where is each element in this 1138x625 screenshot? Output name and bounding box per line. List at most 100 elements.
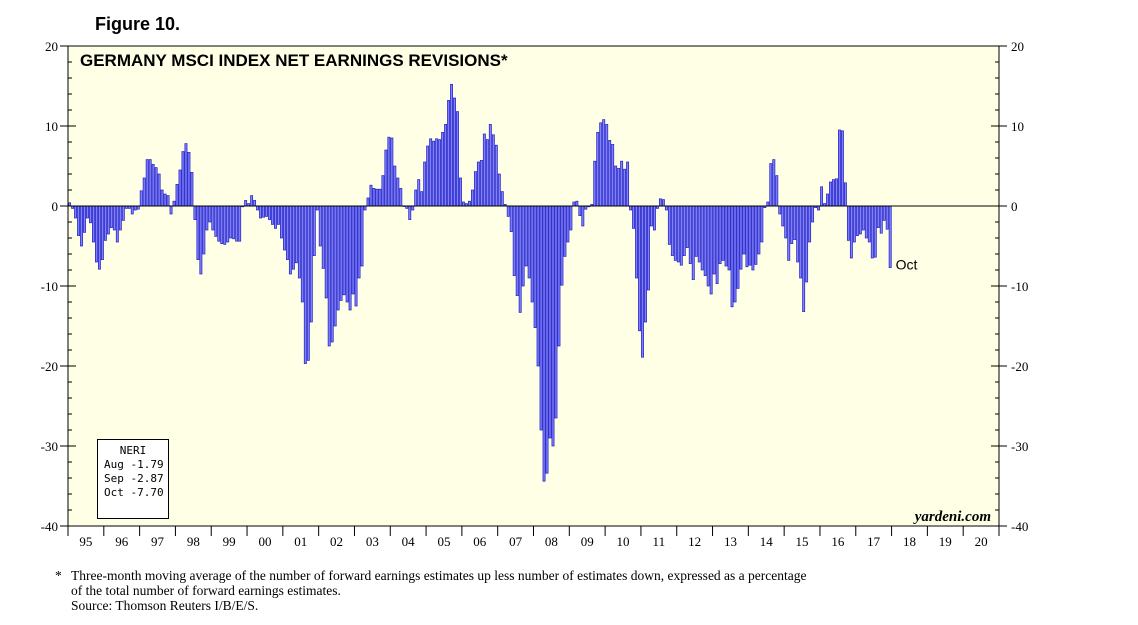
bar: [372, 188, 376, 207]
bar: [832, 179, 835, 207]
legend-title: NERI: [119, 444, 147, 457]
bar: [408, 205, 412, 220]
bar: [441, 132, 445, 207]
bar: [366, 197, 370, 207]
bar: [103, 205, 107, 241]
bar: [715, 205, 719, 284]
bar: [473, 171, 477, 207]
bar: [754, 205, 758, 265]
bar: [575, 200, 579, 207]
bar: [864, 205, 868, 239]
bar: [345, 205, 349, 303]
bar: [181, 151, 185, 207]
bar: [840, 130, 844, 207]
bar: [271, 205, 274, 225]
x-tick-label: 06: [473, 534, 487, 549]
bar: [438, 139, 442, 207]
bar: [399, 188, 403, 207]
bar: [852, 205, 856, 243]
legend-row: Aug -1.79: [104, 458, 164, 471]
bar: [542, 205, 546, 482]
bar: [781, 205, 785, 227]
bar: [485, 139, 489, 207]
bar: [673, 205, 677, 261]
bar: [130, 205, 134, 215]
bar: [462, 201, 465, 207]
bar: [661, 199, 665, 207]
bar: [879, 205, 883, 234]
bar: [808, 205, 812, 243]
bar: [396, 177, 400, 207]
bar: [435, 138, 439, 207]
bar: [647, 205, 650, 291]
y-tick-label-left: -40: [41, 519, 58, 534]
bar: [515, 205, 519, 296]
footnote-line-2: of the total number of forward earnings …: [71, 583, 341, 598]
bar: [811, 205, 815, 223]
legend-row: Sep -2.87: [104, 472, 164, 485]
bar: [211, 205, 215, 231]
bar: [775, 175, 779, 207]
bar: [876, 205, 880, 228]
bar: [360, 205, 364, 267]
bar: [238, 205, 242, 242]
bar: [560, 205, 564, 286]
bar: [778, 205, 782, 215]
x-tick-label: 98: [187, 534, 200, 549]
bar: [664, 205, 668, 211]
bar: [223, 205, 227, 245]
bar: [220, 205, 224, 244]
bar: [166, 195, 170, 207]
bar: [500, 191, 504, 207]
bar: [157, 173, 161, 207]
bar: [97, 205, 101, 270]
bar: [805, 205, 809, 283]
bar: [175, 184, 179, 207]
bar: [277, 205, 280, 225]
bar: [205, 205, 209, 231]
bar: [709, 205, 713, 295]
bar: [100, 205, 104, 260]
bar: [491, 134, 495, 207]
bar: [193, 205, 197, 220]
x-tick-label: 20: [975, 534, 988, 549]
bar: [554, 205, 558, 419]
bar: [112, 205, 116, 231]
x-tick-label: 18: [903, 534, 916, 549]
bar: [835, 178, 838, 207]
bar: [784, 205, 788, 239]
bar: [691, 205, 695, 280]
bar: [456, 111, 459, 207]
bar: [653, 205, 656, 231]
x-tick-label: 02: [330, 534, 343, 549]
plot-border: [67, 45, 1000, 527]
bar: [539, 205, 543, 431]
bar: [820, 186, 823, 207]
bar: [151, 164, 155, 207]
bar: [751, 205, 755, 271]
bar: [626, 161, 630, 207]
bar: [339, 205, 343, 301]
x-tick-label: 09: [581, 534, 594, 549]
bar: [459, 177, 462, 207]
bar: [453, 97, 456, 207]
bar: [718, 205, 722, 264]
x-tick-label: 03: [366, 534, 379, 549]
bar: [163, 193, 167, 207]
bar: [563, 205, 567, 257]
bar: [390, 137, 394, 207]
bar: [235, 205, 239, 242]
bar: [154, 167, 158, 207]
bar: [799, 205, 803, 279]
bar: [262, 205, 265, 218]
bar: [429, 138, 433, 207]
bar: [602, 119, 606, 207]
bar: [250, 195, 254, 207]
bar: [793, 205, 797, 240]
bar: [882, 205, 886, 221]
bar: [297, 205, 301, 279]
bar: [551, 205, 555, 447]
bar: [160, 189, 164, 207]
bar: [706, 205, 710, 287]
y-tick-label-right: -20: [1011, 359, 1028, 374]
